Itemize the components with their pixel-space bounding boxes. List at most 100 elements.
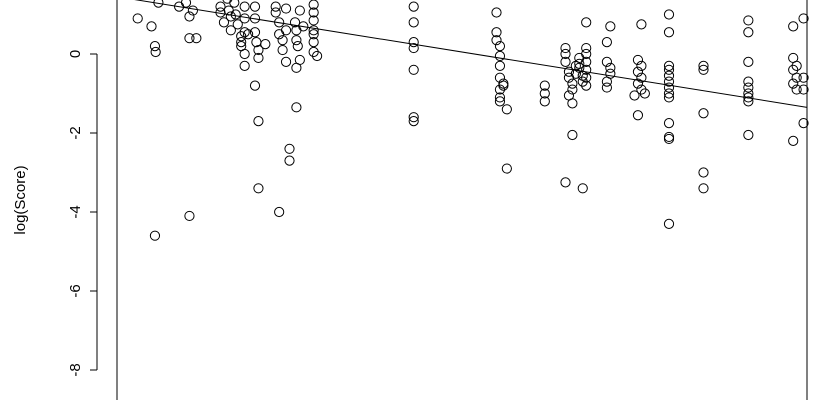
- data-point: [229, 0, 240, 8]
- data-point: [663, 92, 675, 103]
- trend-layer: [134, 0, 808, 108]
- data-point: [184, 33, 195, 44]
- data-point: [191, 33, 202, 44]
- data-point: [243, 29, 254, 40]
- data-point: [563, 66, 575, 77]
- data-point: [636, 19, 647, 30]
- data-point: [215, 1, 226, 12]
- y-tick-label: -8: [67, 363, 84, 376]
- data-point: [308, 37, 319, 48]
- data-point: [253, 52, 264, 64]
- data-point: [491, 35, 502, 46]
- data-point: [663, 218, 675, 229]
- data-point: [491, 27, 502, 38]
- data-point: [308, 0, 319, 10]
- data-point: [791, 60, 802, 71]
- data-point: [798, 13, 809, 24]
- data-point: [743, 82, 754, 93]
- data-point: [270, 7, 281, 18]
- data-point: [291, 62, 302, 73]
- data-point: [560, 48, 571, 60]
- data-point: [308, 15, 319, 26]
- data-point: [184, 210, 195, 222]
- data-point: [567, 98, 578, 109]
- data-point: [187, 5, 198, 16]
- data-point: [605, 62, 616, 73]
- data-point: [149, 230, 161, 241]
- data-point: [632, 78, 644, 89]
- data-point: [494, 50, 506, 62]
- data-point: [632, 110, 644, 121]
- data-point: [294, 5, 305, 16]
- data-point: [632, 66, 644, 77]
- data-point: [284, 155, 295, 166]
- data-point: [260, 39, 271, 50]
- data-point: [743, 76, 754, 87]
- data-point: [291, 35, 302, 46]
- data-point: [501, 104, 512, 115]
- data-point: [560, 56, 571, 68]
- data-point: [581, 42, 592, 54]
- data-point: [636, 72, 647, 83]
- data-point: [788, 21, 799, 32]
- data-point: [663, 9, 675, 20]
- data-point: [663, 70, 675, 81]
- plot-frame: [116, 0, 808, 400]
- data-point: [581, 48, 592, 60]
- data-point: [289, 17, 301, 28]
- data-point: [239, 48, 250, 60]
- data-point: [239, 60, 250, 71]
- data-point: [253, 44, 264, 56]
- data-point: [581, 72, 592, 83]
- y-tick-label: 0: [67, 50, 84, 58]
- data-point: [698, 64, 709, 75]
- data-point: [798, 118, 809, 129]
- data-point: [308, 46, 319, 58]
- data-point: [236, 37, 247, 48]
- data-point: [663, 76, 675, 87]
- plot-box: [116, 0, 808, 400]
- data-point: [501, 163, 512, 174]
- data-point: [698, 167, 709, 178]
- data-point: [312, 50, 323, 62]
- data-point: [581, 56, 592, 68]
- data-point: [539, 96, 550, 107]
- data-point: [577, 76, 588, 87]
- data-point: [149, 41, 161, 52]
- data-point: [798, 84, 809, 95]
- data-point: [498, 78, 509, 89]
- data-point: [663, 64, 675, 75]
- data-point: [408, 37, 419, 48]
- data-point: [274, 206, 285, 218]
- data-point: [408, 17, 419, 28]
- data-point: [132, 13, 143, 24]
- data-point: [494, 96, 506, 107]
- data-point: [494, 84, 506, 95]
- data-point: [408, 112, 419, 123]
- data-point: [743, 56, 754, 68]
- data-point: [663, 27, 675, 38]
- data-point: [180, 0, 192, 8]
- data-point: [491, 7, 502, 18]
- data-point: [788, 135, 799, 146]
- data-point: [270, 1, 281, 12]
- data-point: [277, 44, 288, 56]
- data-point: [560, 177, 571, 188]
- data-point: [636, 84, 647, 95]
- data-point: [636, 60, 647, 71]
- data-point: [574, 58, 585, 69]
- data-point: [253, 183, 264, 194]
- data-point: [601, 76, 613, 87]
- data-point: [408, 64, 419, 75]
- data-point: [567, 84, 578, 95]
- data-point: [629, 90, 640, 101]
- data-point: [239, 27, 250, 38]
- data-point: [581, 80, 592, 91]
- data-point: [639, 88, 650, 99]
- data-point: [280, 25, 292, 36]
- data-point: [253, 116, 264, 127]
- data-point: [236, 31, 247, 42]
- data-point: [567, 129, 578, 141]
- y-axis: 0 -2 -4 -6 -8: [67, 50, 98, 377]
